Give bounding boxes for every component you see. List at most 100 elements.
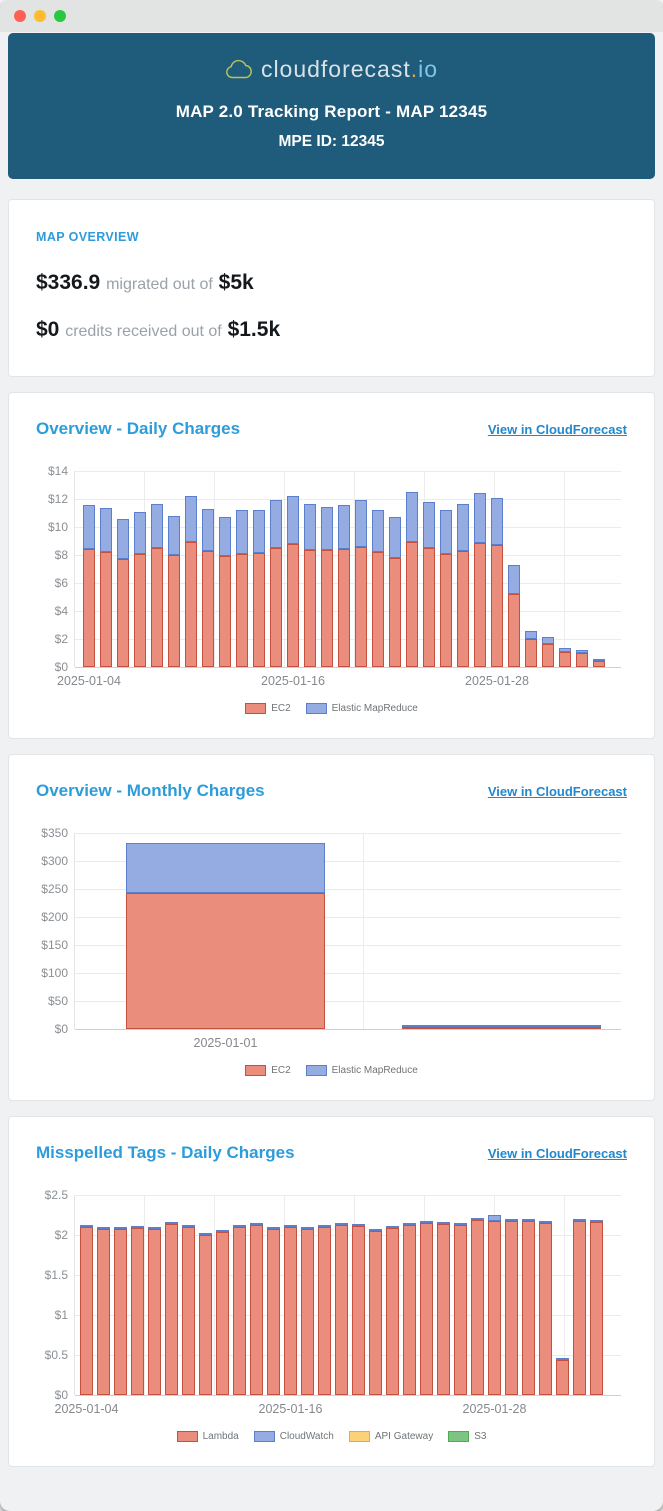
- legend-swatch: [245, 703, 267, 714]
- chart-bar: [525, 630, 537, 667]
- chart-bar: [573, 1218, 586, 1395]
- report-body: cloudforecast.io MAP 2.0 Tracking Report…: [0, 33, 663, 1467]
- chart-bar: [151, 503, 163, 667]
- gridline: $2.5: [45, 1188, 621, 1202]
- logo: cloudforecast.io: [8, 56, 655, 83]
- map-overview-card: MAP OVERVIEW $336.9 migrated out of $5k …: [8, 199, 655, 377]
- gridline: $14: [48, 464, 621, 478]
- bars-area: [75, 1195, 621, 1395]
- chart-bar: [369, 1229, 382, 1395]
- y-axis-label: $2.5: [44, 1188, 68, 1202]
- chart-bar: [202, 508, 214, 667]
- chart-bar: [321, 506, 333, 667]
- chart-bar: [488, 1215, 501, 1395]
- legend-elastic-mapreduce: Elastic MapReduce: [305, 1065, 418, 1076]
- chart-bar: [423, 501, 435, 667]
- close-button[interactable]: [14, 10, 26, 22]
- y-axis-label: $2: [54, 1228, 68, 1242]
- chart-bar: [355, 499, 367, 667]
- chart-bar: [270, 500, 282, 667]
- zoom-button[interactable]: [54, 10, 66, 22]
- chart-bar: [352, 1224, 365, 1395]
- chart-bar: [437, 1221, 450, 1395]
- view-in-cloudforecast-link[interactable]: View in CloudForecast: [487, 421, 627, 437]
- plot-area: $0 $0.5 $1 $1.5 $2 $2.5 2025-01-04 2025-01-16 20…: [45, 1188, 621, 1416]
- report-subtitle: MPE ID: 12345: [278, 133, 385, 150]
- chart-bar: [402, 1025, 601, 1029]
- legend-cloudwatch: CloudWatch: [253, 1431, 334, 1442]
- y-axis-label: $0: [54, 1022, 68, 1036]
- daily-chart-title: Overview - Daily Charges: [36, 419, 241, 438]
- chart-bar: [287, 496, 299, 667]
- report-title: MAP 2.0 Tracking Report - MAP 12345: [175, 102, 488, 121]
- monthly-charges-card: Overview - Monthly Charges View in Cloud…: [8, 754, 655, 1101]
- migrated-label: migrated out of: [106, 276, 213, 293]
- y-axis-label: $350: [41, 826, 68, 840]
- daily-charges-card: Overview - Daily Charges View in CloudFo…: [8, 392, 655, 739]
- chart-bar: [386, 1225, 399, 1395]
- legend-swatch: [253, 1431, 275, 1442]
- x-axis-label: 2025-01-28: [462, 1402, 527, 1416]
- gridline: $150: [41, 938, 621, 952]
- misspelled-tags-card: Misspelled Tags - Daily Charges View in …: [8, 1116, 655, 1467]
- gridline: $300: [41, 854, 621, 868]
- cloud-icon: [225, 59, 252, 80]
- chart-bar: [131, 1225, 144, 1395]
- chart-bar: [539, 1221, 552, 1395]
- y-axis-label: $12: [47, 492, 68, 506]
- legend-elastic-mapreduce: Elastic MapReduce: [305, 703, 418, 714]
- y-axis-label: $0: [54, 1388, 68, 1402]
- y-axis-label: $0.5: [44, 1348, 68, 1362]
- y-axis-label: $4: [54, 604, 68, 619]
- legend-swatch: [348, 1431, 370, 1442]
- chart-bar: [338, 505, 350, 667]
- monthly-chart-title: Overview - Monthly Charges: [36, 781, 265, 800]
- y-axis-label: $0: [54, 660, 68, 674]
- y-axis-label: $200: [41, 910, 68, 925]
- report-header: cloudforecast.io MAP 2.0 Tracking Report…: [8, 33, 655, 179]
- bars-area: [75, 471, 621, 667]
- legend-ec2: EC2: [245, 703, 291, 714]
- chart-bar: [522, 1219, 535, 1395]
- chart-bar: [100, 508, 112, 667]
- legend-swatch: [245, 1065, 267, 1076]
- credits-metric: $0 credits received out of $1.5k: [36, 318, 627, 342]
- chart-bar: [505, 1218, 518, 1395]
- chart-bar: [185, 495, 197, 667]
- gridline: $50: [48, 994, 621, 1008]
- chart-bar: [474, 492, 486, 667]
- chart-bar: [148, 1227, 161, 1395]
- chart-bar: [508, 564, 520, 667]
- view-in-cloudforecast-link[interactable]: View in CloudForecast: [487, 783, 627, 799]
- chart-bar: [593, 658, 605, 667]
- y-axis-label: $250: [41, 882, 68, 896]
- misspelled-chart-title: Misspelled Tags - Daily Charges: [36, 1143, 295, 1162]
- chart-bar: [267, 1227, 280, 1395]
- migrated-metric: $336.9 migrated out of $5k: [36, 271, 627, 295]
- plot-area: $0 $50 $100 $150 $200 $250 $300 $350 2025-01-01: [41, 826, 621, 1050]
- y-axis-label: $8: [54, 548, 68, 563]
- chart-legend: Lambda CloudWatch API Gateway S3: [36, 1431, 627, 1442]
- chart-bar: [590, 1220, 603, 1395]
- chart-bar: [420, 1221, 433, 1395]
- gridline: $0: [55, 1388, 621, 1402]
- chart-bar: [114, 1226, 127, 1395]
- chart-bar: [542, 636, 554, 667]
- gridline: $200: [41, 910, 621, 924]
- y-axis-label: $100: [41, 966, 68, 981]
- chart-bar: [236, 510, 248, 667]
- gridline: $0: [55, 1022, 621, 1036]
- gridline: $0.5: [45, 1348, 621, 1362]
- view-in-cloudforecast-link[interactable]: View in CloudForecast: [487, 1145, 627, 1161]
- chart-bar: [83, 504, 95, 667]
- gridline: $350: [41, 826, 621, 840]
- legend-lambda: Lambda: [176, 1431, 239, 1442]
- chart-legend: EC2 Elastic MapReduce: [36, 1065, 627, 1076]
- monthly-charges-chart: $0 $50 $100 $150 $200 $250 $300 $350 2025-01-01 E…: [36, 826, 627, 1076]
- x-axis-label: 2025-01-16: [258, 1402, 323, 1416]
- minimize-button[interactable]: [34, 10, 46, 22]
- chart-bar: [117, 518, 129, 667]
- chart-bar: [576, 650, 588, 667]
- chart-bar: [182, 1225, 195, 1395]
